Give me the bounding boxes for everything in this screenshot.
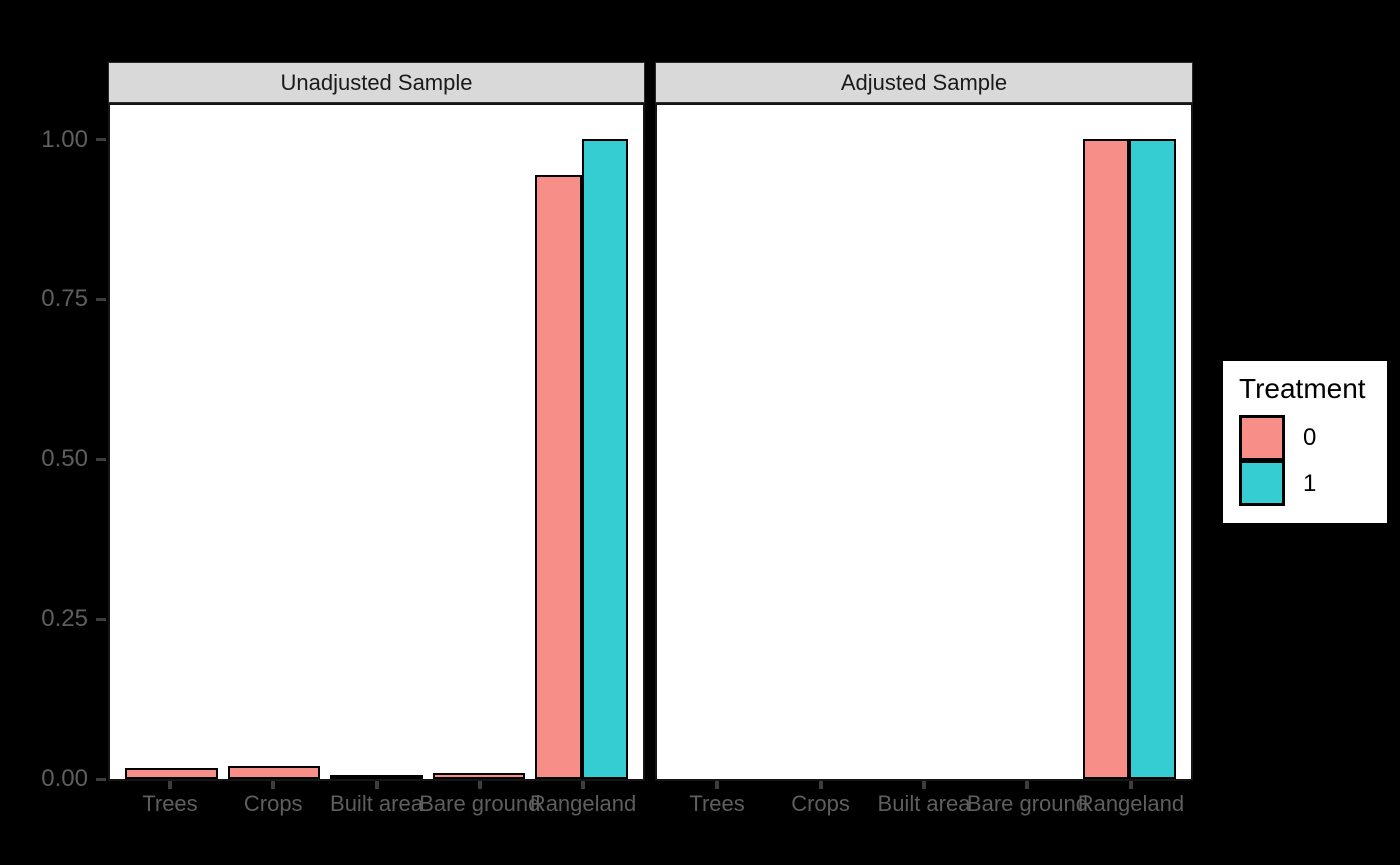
y-axis-tick-mark [96, 777, 106, 781]
x-axis-label: Bare ground [966, 791, 1088, 816]
x-axis-tick-mark [374, 781, 379, 789]
y-axis-tick-label: 1.00 [41, 125, 88, 153]
legend-entry-label: 0 [1303, 424, 1317, 451]
y-axis-tick-mark [96, 297, 106, 301]
x-axis-label: Rangeland [529, 791, 637, 816]
x-axis-label: Crops [791, 791, 850, 816]
bar-treatment-0-crops [227, 766, 321, 779]
x-axis-tick-mark [271, 781, 276, 789]
x-axis-tick-mark [581, 781, 586, 789]
legend-entry: 0 [1239, 415, 1387, 461]
facet-strip: Adjusted Sample [655, 62, 1193, 103]
bar-treatment-1-rangeland [1129, 139, 1176, 779]
bar-treatment-0-rangeland [1083, 139, 1130, 779]
x-axis-label: Trees [142, 791, 198, 816]
legend-title: Treatment [1239, 373, 1366, 404]
y-axis-tick-label: 0.25 [41, 605, 88, 633]
x-axis-tick-mark [167, 781, 172, 789]
x-axis-tick-mark [818, 781, 823, 789]
bar-treatment-0-rangeland [535, 175, 582, 779]
y-axis-tick-label: 0.00 [41, 765, 88, 792]
facet-adjusted-sample: Adjusted Sample Trees Crops Built area Bare… [655, 62, 1193, 816]
legend-entry: 1 [1239, 459, 1387, 507]
legend-entry-label: 1 [1303, 470, 1317, 497]
plot-panel-unadjusted [108, 103, 645, 781]
facet-strip-label: Unadjusted Sample [280, 69, 473, 95]
facet-strip: Unadjusted Sample [108, 62, 645, 103]
x-axis-label: Built area [330, 791, 423, 816]
y-axis-tick-mark [96, 138, 106, 141]
facet-strip-label: Adjusted Sample [840, 69, 1008, 95]
y-axis-tick-mark [96, 457, 106, 461]
bar-treatment-0-bare-ground [432, 773, 526, 779]
y-axis: 0.00 0.25 0.50 0.75 1.00 [0, 0, 110, 865]
bar-treatment-0-trees [125, 768, 218, 779]
x-axis-label: Trees [689, 791, 745, 816]
y-axis-tick-label: 0.75 [41, 285, 88, 313]
x-axis-label: Built area [877, 791, 971, 816]
y-axis-tick-mark [96, 617, 106, 621]
bar-treatment-0-built-area [330, 775, 423, 779]
x-axis-tick-mark [1025, 781, 1030, 789]
bar-treatment-1-rangeland [581, 139, 628, 779]
x-axis-tick-mark [715, 781, 720, 789]
legend-swatch [1239, 415, 1285, 461]
x-axis-tick-mark [922, 781, 926, 789]
facet-unadjusted-sample: Unadjusted Sample Trees Crops Built area Ba… [108, 62, 645, 816]
x-axis-tick-mark [477, 781, 482, 789]
x-axis-label: Crops [243, 791, 303, 816]
legend-swatch [1239, 459, 1285, 506]
plot-panel-adjusted [655, 103, 1193, 781]
y-axis-tick-label: 0.50 [41, 445, 88, 473]
x-axis-label: Bare ground [419, 791, 541, 816]
x-axis-tick-mark [1128, 781, 1133, 789]
x-axis-label: Rangeland [1077, 791, 1185, 816]
